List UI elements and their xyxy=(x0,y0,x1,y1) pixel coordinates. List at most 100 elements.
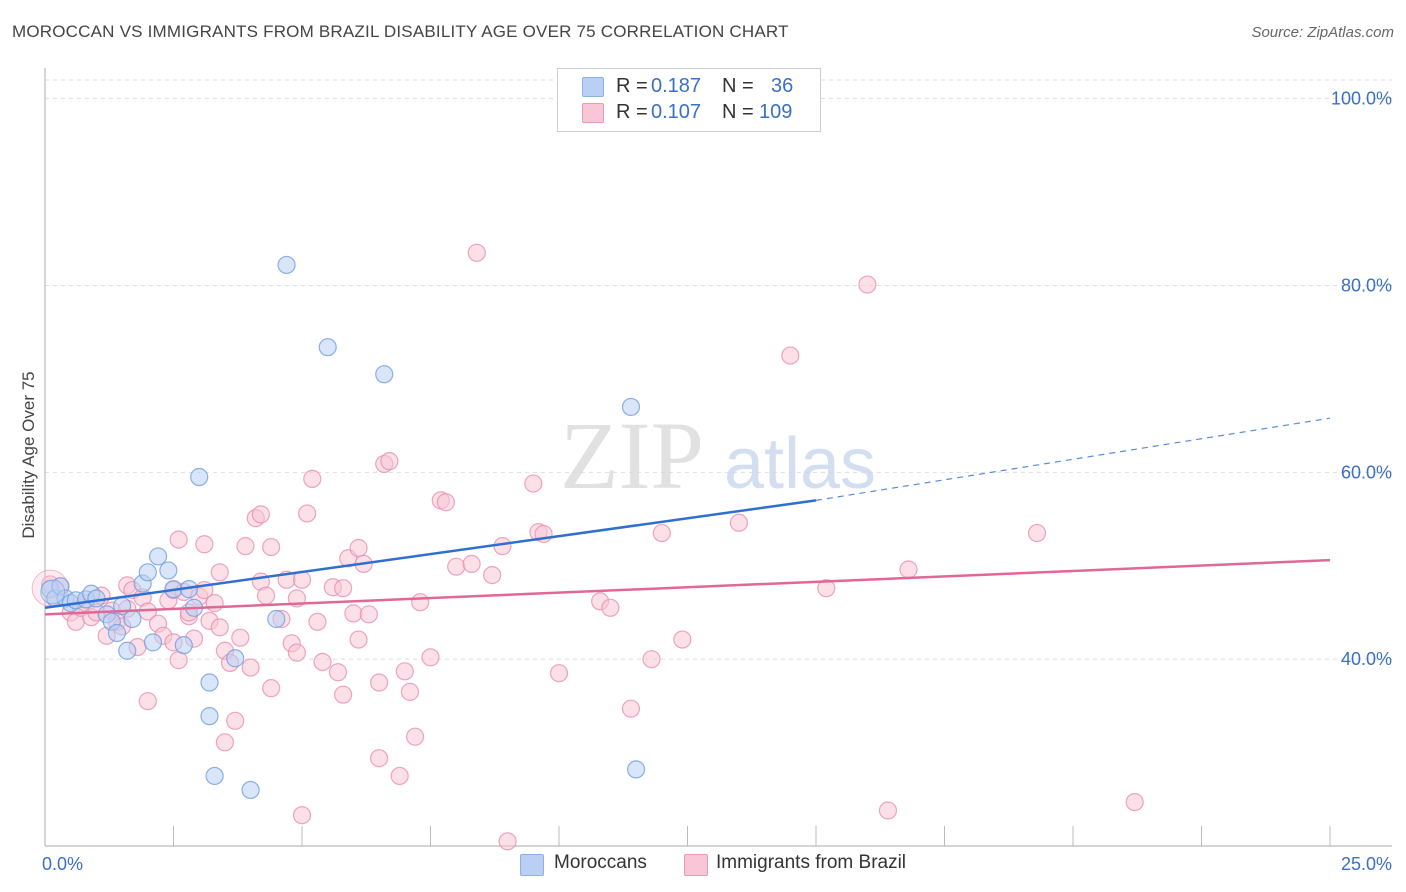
moroccan-point xyxy=(226,649,245,668)
x-tick-label: 0.0% xyxy=(42,854,83,874)
legend-r-value: 0.187 xyxy=(651,75,702,97)
moroccan-point xyxy=(267,609,286,629)
brazil-point xyxy=(308,612,327,631)
moroccan-series-points xyxy=(40,255,646,800)
brazil-point xyxy=(498,832,517,851)
legend-swatch-pink xyxy=(582,103,604,123)
brazil-point xyxy=(298,504,317,523)
series-label: Immigrants from Brazil xyxy=(716,852,907,873)
brazil-point xyxy=(303,469,322,488)
brazil-point xyxy=(359,605,378,624)
source-label: Source: ZipAtlas.com xyxy=(1251,24,1394,41)
moroccan-point xyxy=(143,633,163,652)
brazil-point xyxy=(215,733,234,752)
brazil-point xyxy=(251,505,270,524)
brazil-point xyxy=(210,563,229,582)
brazil-point xyxy=(313,652,332,672)
brazil-point xyxy=(370,749,389,768)
brazil-point xyxy=(370,673,389,692)
brazil-series-points xyxy=(31,243,1144,851)
y-tick-label: 60.0% xyxy=(1341,462,1392,482)
legend-r-value: 0.107 xyxy=(651,101,702,123)
brazil-point xyxy=(436,493,456,512)
brazil-point xyxy=(1027,523,1047,543)
moroccan-point xyxy=(123,609,142,629)
x-tick-label: 25.0% xyxy=(1341,854,1392,874)
brazil-point xyxy=(817,579,836,598)
brazil-point xyxy=(549,664,569,683)
moroccan-point xyxy=(190,467,209,487)
brazil-point xyxy=(169,530,188,549)
brazil-point xyxy=(405,727,425,746)
legend-r-label: R = xyxy=(616,101,648,123)
moroccan-point xyxy=(107,623,127,643)
brazil-trend-line xyxy=(44,558,1331,616)
brazil-point xyxy=(262,679,281,698)
moroccan-point xyxy=(200,673,219,692)
brazil-point xyxy=(195,535,214,554)
legend-swatch-blue xyxy=(582,77,604,97)
moroccan-point xyxy=(375,365,394,384)
brazil-point xyxy=(447,557,466,576)
y-axis-label: Disability Age Over 75 xyxy=(19,371,38,538)
moroccan-point xyxy=(87,589,106,608)
brazil-point xyxy=(601,598,620,617)
brazil-point xyxy=(858,275,877,294)
moroccan-point xyxy=(621,397,641,417)
moroccan-trend-extension xyxy=(815,417,1331,501)
legend-n-value: 36 xyxy=(771,75,794,97)
brazil-point xyxy=(524,474,543,493)
brazil-point xyxy=(390,766,409,786)
moroccan-point xyxy=(241,780,260,800)
axes xyxy=(44,68,1392,847)
brazil-point xyxy=(1125,792,1144,812)
brazil-point xyxy=(642,650,661,669)
legend-r-label: R = xyxy=(616,75,648,97)
moroccan-point xyxy=(138,563,157,582)
brazil-point xyxy=(334,685,353,704)
brazil-point xyxy=(236,537,255,556)
brazil-point xyxy=(349,630,368,649)
brazil-point xyxy=(210,618,229,637)
legend-n-value: 109 xyxy=(759,101,793,123)
brazil-point xyxy=(349,538,368,558)
brazil-point xyxy=(334,579,353,598)
brazil-point xyxy=(256,586,276,605)
tick-labels: 40.0% 60.0% 80.0% 100.0% 0.0% 25.0% xyxy=(42,89,1392,874)
brazil-point xyxy=(729,513,749,532)
brazil-point xyxy=(421,648,440,667)
trend-lines xyxy=(44,417,1331,616)
moroccan-point xyxy=(159,561,178,580)
moroccan-point xyxy=(205,766,224,786)
brazil-point xyxy=(467,243,486,262)
brazil-point xyxy=(138,692,157,711)
stats-legend: R = 0.187 N = 36 R = 0.107 N = 109 xyxy=(557,68,821,132)
brazil-point xyxy=(411,593,430,612)
brazil-point xyxy=(878,801,898,820)
watermark: ZIP atlas xyxy=(560,402,876,509)
y-tick-label: 100.0% xyxy=(1331,89,1392,109)
watermark-atlas: atlas xyxy=(724,424,876,504)
brazil-point xyxy=(344,604,363,623)
brazil-point xyxy=(380,452,399,471)
moroccan-trend-line xyxy=(44,499,817,610)
y-tick-label: 80.0% xyxy=(1341,276,1392,296)
brazil-point xyxy=(231,628,250,647)
brazil-point xyxy=(226,711,245,730)
brazil-point xyxy=(462,554,481,573)
brazil-point xyxy=(673,630,692,649)
brazil-point xyxy=(621,699,641,718)
moroccan-point xyxy=(277,255,296,275)
brazil-point xyxy=(899,560,918,579)
legend-n-label: N = xyxy=(722,75,754,97)
brazil-point xyxy=(241,658,260,677)
moroccan-point xyxy=(626,760,646,779)
y-tick-label: 40.0% xyxy=(1341,649,1392,669)
brazil-point xyxy=(205,594,224,613)
brazil-point xyxy=(652,523,671,543)
series-swatch-blue xyxy=(520,854,544,876)
grid-lines xyxy=(45,79,1392,660)
moroccan-point xyxy=(318,338,337,357)
watermark-zip: ZIP xyxy=(560,402,704,509)
